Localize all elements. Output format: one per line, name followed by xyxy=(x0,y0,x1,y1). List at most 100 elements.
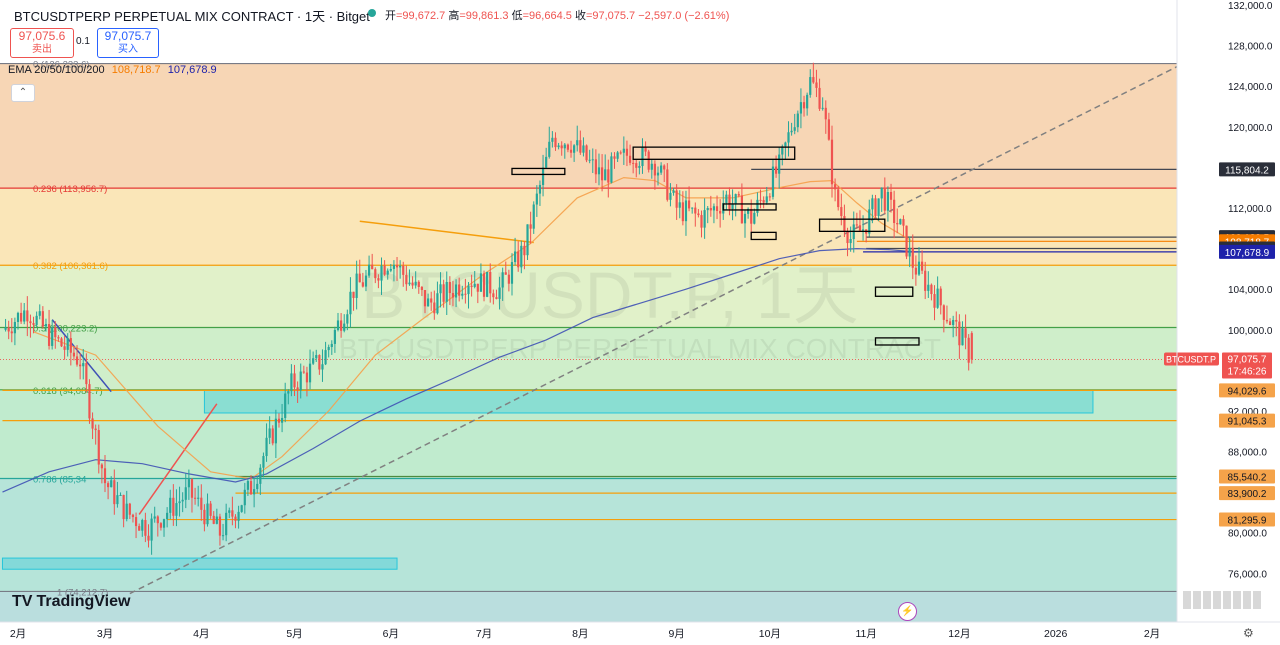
candle-body xyxy=(249,481,253,495)
price-tick-label: 92,000.0 xyxy=(1228,407,1267,418)
candle-body xyxy=(458,284,461,296)
symbol-title[interactable]: BTCUSDTPERP PERPETUAL MIX CONTRACT · 1天 … xyxy=(14,9,370,24)
candle-body xyxy=(371,264,374,270)
collapse-legend-button[interactable]: ⌃ xyxy=(11,84,35,102)
candle-body xyxy=(193,497,197,499)
candle-body xyxy=(103,468,107,484)
candle-body xyxy=(225,512,228,536)
candle-body xyxy=(333,329,336,344)
fib-band xyxy=(0,327,1177,390)
candle-body xyxy=(560,145,563,149)
candle-body xyxy=(23,310,26,322)
candle-body xyxy=(858,225,862,231)
candle-body xyxy=(607,169,610,183)
candle-body xyxy=(175,503,178,516)
candle-body xyxy=(672,190,675,193)
candle-body xyxy=(144,520,147,536)
time-tick-label: 12月 xyxy=(948,628,970,640)
chart-header: BTCUSDTPERP PERPETUAL MIX CONTRACT · 1天 … xyxy=(0,0,1220,24)
time-tick-label: 3月 xyxy=(97,628,113,640)
candle-body xyxy=(302,371,305,373)
sell-button[interactable]: 97,075.6 卖出 xyxy=(10,28,74,58)
settings-button[interactable]: ⚙ xyxy=(1243,626,1254,640)
time-tick-label: 9月 xyxy=(668,628,684,640)
trendline xyxy=(359,220,534,244)
candle-body xyxy=(448,281,451,294)
candle-body xyxy=(315,355,318,359)
candle-body xyxy=(32,323,35,325)
candle-body xyxy=(576,140,579,146)
fib-label: 0.5 (100,223.2) xyxy=(33,324,97,335)
candle-body xyxy=(933,294,936,308)
candle-body xyxy=(681,202,684,222)
candle-body xyxy=(517,251,520,268)
time-tick-label: 2月 xyxy=(1144,628,1160,640)
candle-body xyxy=(361,282,364,287)
fib-band xyxy=(0,265,1177,328)
current-price-tag xyxy=(1222,352,1272,379)
candle-body xyxy=(131,514,135,518)
tradingview-logo-text: TradingView xyxy=(36,593,131,610)
candle-body xyxy=(827,119,830,140)
price-tick-label: 104,000.0 xyxy=(1228,285,1273,296)
candle-body xyxy=(821,107,824,109)
level-tag xyxy=(1219,162,1275,177)
candle-body xyxy=(616,152,619,159)
candle-body xyxy=(414,281,417,286)
candle-body xyxy=(855,224,858,226)
candle-body xyxy=(964,328,967,338)
candle-body xyxy=(479,273,483,292)
candle-body xyxy=(308,363,312,383)
candle-body xyxy=(187,479,190,488)
candle-body xyxy=(237,511,240,521)
candle-body xyxy=(970,333,973,360)
sell-price: 97,075.6 xyxy=(18,29,66,43)
candle-body xyxy=(116,495,119,505)
candle-body xyxy=(476,283,479,292)
candle-body xyxy=(358,273,361,283)
candle-body xyxy=(4,327,7,330)
candle-body xyxy=(846,231,849,244)
candle-body xyxy=(256,483,259,490)
candle-body xyxy=(411,282,414,286)
candle-body xyxy=(162,519,166,528)
candle-body xyxy=(349,291,352,315)
candle-body xyxy=(538,184,542,194)
candle-body xyxy=(650,163,653,170)
ohlc-readout: 开=99,672.7 高=99,861.3 低=96,664.5 收=97,07… xyxy=(385,7,729,23)
buy-button[interactable]: 97,075.7 买入 xyxy=(97,28,159,58)
candle-body xyxy=(961,328,964,346)
candle-body xyxy=(548,141,551,157)
level-tag xyxy=(1219,244,1275,259)
candle-body xyxy=(734,194,737,204)
candle-body xyxy=(60,338,63,347)
annotation-box xyxy=(874,286,914,297)
candle-body xyxy=(489,271,492,294)
time-tick-label: 5月 xyxy=(286,628,302,640)
candle-body xyxy=(824,107,827,120)
candle-body xyxy=(622,148,625,153)
candle-body xyxy=(473,283,476,287)
time-axis-bg xyxy=(0,622,1280,645)
price-tick-label: 100,000.0 xyxy=(1228,326,1273,337)
candle-body xyxy=(150,518,153,541)
candle-body xyxy=(849,239,852,244)
candle-body xyxy=(563,144,566,149)
candle-body xyxy=(454,284,458,298)
candles xyxy=(4,62,973,555)
candle-body xyxy=(585,145,588,161)
candle-body xyxy=(284,393,287,418)
lightning-button[interactable]: ⚡ xyxy=(898,602,917,621)
ema-blue-line xyxy=(2,247,913,493)
fib-label: 0.236 (113,956.7) xyxy=(33,184,107,195)
candle-body xyxy=(843,216,846,232)
candle-body xyxy=(830,139,834,185)
price-tick-label: 88,000.0 xyxy=(1228,448,1267,459)
candle-body xyxy=(119,494,122,496)
candle-body xyxy=(392,264,396,269)
candle-body xyxy=(501,272,504,288)
ema-legend[interactable]: EMA 20/50/100/200 108,718.7 107,678.9 xyxy=(8,64,217,76)
price-tick-label: 112,000.0 xyxy=(1228,204,1272,215)
candle-body xyxy=(917,261,921,275)
